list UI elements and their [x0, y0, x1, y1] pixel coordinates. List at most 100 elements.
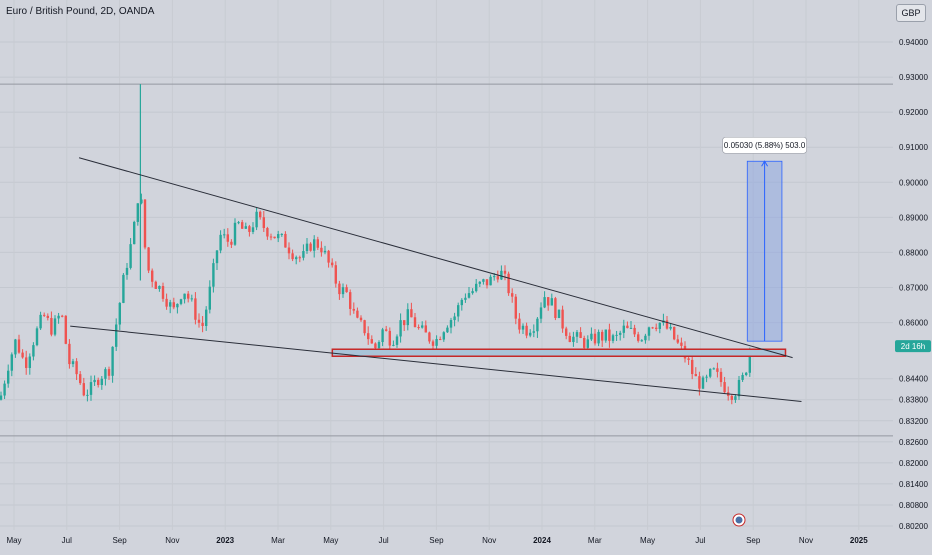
candle-body [608, 329, 611, 341]
candle-body [507, 273, 510, 294]
candle-body [529, 332, 532, 336]
axes: 0.94000 0.93000 0.92000 0.91000 0.90000 0.890… [6, 38, 931, 545]
candle-body [525, 325, 528, 336]
candle-body [449, 320, 453, 328]
candle-body [644, 335, 647, 341]
x-tick-label: Jul [378, 536, 388, 545]
candle-body [201, 322, 204, 326]
candle-body [50, 317, 53, 335]
candle-body [532, 331, 535, 333]
candle-body [730, 395, 733, 400]
candle-body [424, 325, 427, 333]
candle-body [417, 327, 420, 329]
candle-body [550, 298, 553, 306]
y-tick-label: 0.91000 [899, 143, 928, 152]
chart-title: Euro / British Pound, 2D, OANDA [6, 6, 155, 17]
candle-body [590, 333, 593, 340]
candle-body [75, 361, 78, 375]
x-tick-label: 2024 [533, 536, 551, 545]
candle-body [208, 286, 211, 310]
candle-body [230, 241, 233, 245]
candle-body [734, 396, 737, 400]
candle-body [226, 234, 229, 242]
candle-body [601, 331, 604, 341]
candle-body [514, 296, 517, 319]
candle-body [493, 276, 496, 278]
candle-body [129, 244, 132, 268]
candle-body [583, 337, 586, 348]
candle-body [277, 234, 280, 239]
candle-body [320, 247, 323, 253]
y-tick-label: 0.94000 [899, 38, 928, 47]
candle-body [187, 293, 190, 299]
candle-body [107, 369, 111, 376]
candle-body [262, 217, 265, 229]
candle-body [118, 302, 121, 325]
currency-button[interactable]: GBP [896, 4, 926, 22]
y-tick-label: 0.88000 [899, 248, 928, 257]
candle-body [331, 262, 334, 266]
candle-body [298, 257, 301, 259]
candle-body [223, 234, 226, 236]
y-tick-label: 0.83800 [899, 396, 928, 405]
candle-body [388, 330, 391, 346]
candle-body [439, 339, 442, 341]
candle-body [0, 395, 3, 400]
candle-body [680, 342, 683, 346]
candle-body [93, 379, 96, 383]
candle-body [46, 315, 49, 318]
candle-body [367, 333, 370, 340]
candle-body [244, 226, 247, 229]
candle-body [125, 267, 129, 275]
candle-body [115, 324, 118, 347]
candle-body [7, 370, 10, 384]
candle-body [467, 293, 471, 298]
candle-body [273, 236, 276, 239]
candle-body [593, 333, 597, 344]
candle-body [295, 257, 298, 260]
candle-body [716, 368, 719, 372]
measure-label-box [722, 136, 807, 154]
candle-body [165, 298, 168, 307]
price-range-measure[interactable]: 0.05030 (5.88%) 503.0 [722, 136, 807, 342]
trendlines[interactable] [70, 157, 802, 402]
candle-body [205, 309, 208, 326]
candle-body [136, 203, 139, 222]
candle-body [637, 334, 640, 341]
y-tick-label: 0.90000 [899, 178, 928, 187]
candle-body [586, 339, 589, 348]
candle-body [453, 316, 456, 321]
candle-body [179, 299, 183, 304]
candle-body [212, 263, 215, 287]
candle-body [183, 293, 186, 300]
candle-body [309, 243, 312, 251]
y-tick-label: 0.93000 [899, 73, 928, 82]
x-tick-label: Nov [165, 536, 179, 545]
y-tick-label: 0.84400 [899, 375, 928, 384]
event-marker-icon-inner [735, 516, 743, 524]
candle-body [14, 339, 17, 355]
support-zone[interactable] [331, 348, 787, 357]
candle-body [464, 297, 467, 300]
candle-body [190, 298, 193, 300]
candle-body [597, 331, 600, 344]
y-tick-label: 0.82000 [899, 459, 928, 468]
candles [0, 84, 751, 405]
candle-body [363, 320, 366, 334]
candle-body [377, 342, 381, 349]
candle-body [172, 302, 175, 308]
candle-body [435, 339, 438, 346]
candle-body [475, 283, 478, 292]
candle-body [349, 292, 352, 309]
candle-body [140, 199, 143, 204]
candle-body [403, 320, 406, 326]
candle-body [89, 382, 93, 395]
candle-body [32, 345, 35, 357]
candle-body [489, 276, 492, 286]
candle-body [395, 336, 399, 345]
candle-body [737, 379, 741, 397]
candle-body [71, 361, 75, 365]
trendline [70, 325, 802, 402]
